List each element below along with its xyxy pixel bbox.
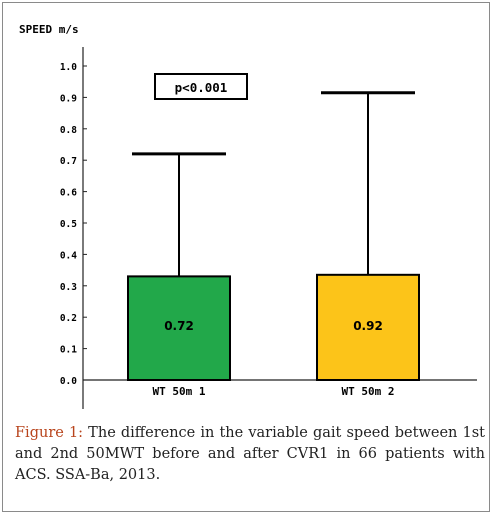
- y-tick-label: 0.4: [60, 250, 77, 261]
- y-tick-label: 0.9: [60, 93, 77, 104]
- y-tick-label: 1.0: [60, 62, 77, 73]
- y-tick-label: 0.3: [60, 282, 77, 293]
- y-tick-label: 0.5: [60, 219, 77, 230]
- p-value-box: [154, 73, 248, 100]
- bar-chart: SPEED m/s 0.0 0.1 0.2 0.3 0.4 0.5 0.6 0.7 0.8 0.9…: [19, 23, 477, 409]
- y-tick-label: 0.1: [60, 345, 77, 356]
- figure-caption: Figure 1: The difference in the variable…: [15, 423, 485, 486]
- data-label: 0.92: [353, 319, 383, 333]
- caption-lead: Figure 1:: [15, 425, 84, 441]
- figure-frame: SPEED m/s 0.0 0.1 0.2 0.3 0.4 0.5 0.6 0.7 0.8 0.9…: [2, 2, 490, 512]
- y-tick-label: 0.7: [60, 156, 77, 167]
- x-tick-label: WT 50m 1: [153, 385, 206, 398]
- y-tick-label: 0.6: [60, 188, 77, 199]
- p-value-annotation: p<0.001: [175, 80, 228, 95]
- y-tick-label: 0.8: [60, 125, 77, 136]
- bar: [316, 273, 420, 381]
- x-tick-label: WT 50m 2: [342, 385, 395, 398]
- bar: [127, 275, 231, 382]
- data-label: 0.72: [164, 319, 194, 333]
- y-tick-label: 0.0: [60, 376, 77, 387]
- y-axis-title: SPEED m/s: [19, 23, 79, 36]
- caption-text: The difference in the variable gait spee…: [15, 425, 485, 483]
- y-tick-label: 0.2: [60, 313, 77, 324]
